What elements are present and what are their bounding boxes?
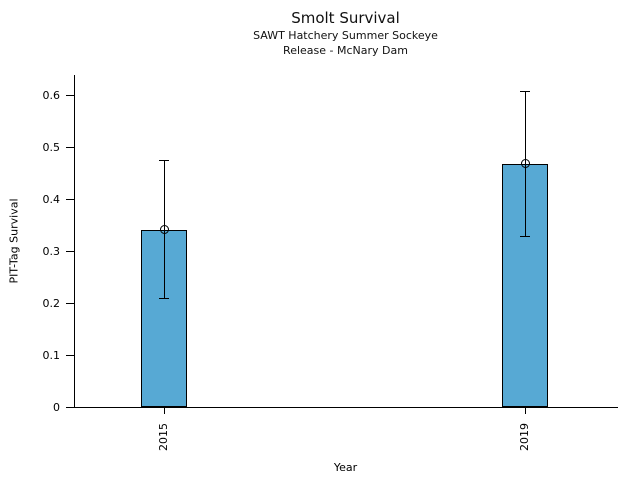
- error-bar-cap-top: [520, 91, 530, 93]
- x-tick: [524, 408, 526, 414]
- y-tick: [66, 407, 74, 408]
- error-bar-cap-top: [159, 160, 169, 161]
- chart-subtitle-line-1: SAWT Hatchery Summer Sockeye: [253, 29, 438, 42]
- error-bar-cap-bottom: [520, 235, 530, 237]
- x-tick-label: 2019: [518, 423, 531, 451]
- data-point-marker: [520, 159, 530, 169]
- data-point-marker: [159, 225, 169, 235]
- x-tick-label: 2015: [157, 423, 170, 451]
- y-tick: [66, 251, 74, 252]
- y-tick-label: 0.2: [42, 296, 61, 310]
- bar: [141, 229, 187, 408]
- y-tick: [66, 355, 74, 356]
- x-axis-title: Year: [333, 461, 358, 474]
- y-tick: [66, 199, 74, 200]
- y-tick-label: 0.5: [42, 140, 61, 154]
- chart-title-block: Smolt Survival SAWT Hatchery Summer Sock…: [74, 8, 617, 58]
- y-tick-label: 0.4: [42, 192, 61, 206]
- y-tick-label: 0.6: [42, 88, 61, 102]
- y-tick: [66, 303, 74, 304]
- chart-title: Smolt Survival: [291, 9, 400, 27]
- chart-subtitle-line-2: Release - McNary Dam: [283, 43, 408, 57]
- y-tick: [66, 147, 74, 148]
- x-axis-line: [74, 407, 618, 408]
- y-tick-label: 0.1: [42, 348, 61, 362]
- y-tick-label: 0: [53, 400, 60, 414]
- y-tick: [66, 95, 74, 96]
- y-tick-label: 0.3: [42, 244, 61, 258]
- x-tick: [163, 408, 165, 414]
- y-axis-line: [74, 75, 75, 408]
- error-bar-cap-bottom: [159, 297, 169, 299]
- y-axis-title: PIT-Tag Survival: [7, 198, 21, 284]
